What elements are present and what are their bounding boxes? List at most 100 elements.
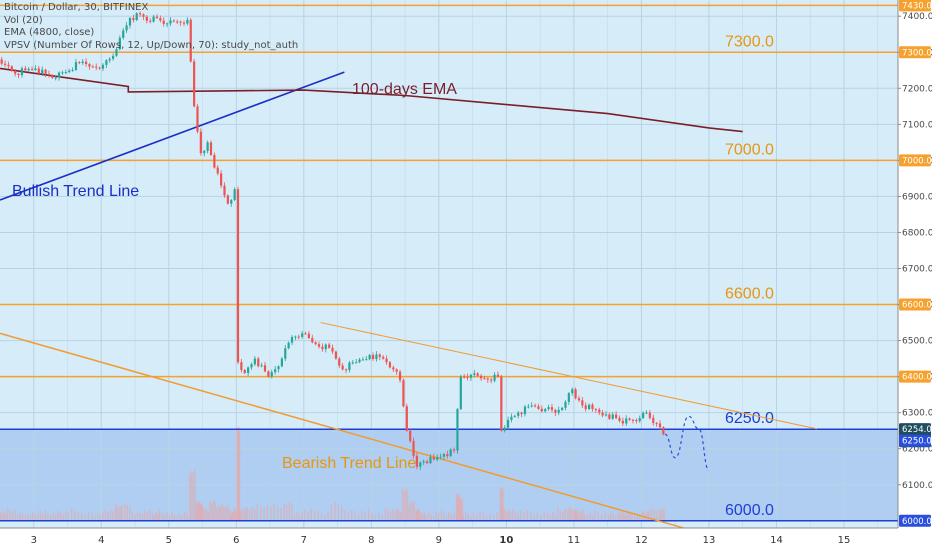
volume-bar — [661, 507, 664, 520]
candle-body — [17, 73, 20, 76]
volume-bar — [586, 515, 588, 520]
volume-bar — [288, 502, 291, 520]
volume-bar — [200, 506, 203, 520]
volume-bar — [384, 507, 387, 520]
volume-bar — [178, 513, 181, 520]
candle-body — [412, 440, 415, 456]
volume-bar — [455, 494, 458, 520]
candle-body — [432, 456, 435, 460]
volume-bar — [453, 511, 455, 520]
candle-body — [452, 449, 456, 451]
volume-bar — [194, 469, 196, 520]
candle-body — [537, 406, 540, 409]
volume-bar — [600, 514, 603, 520]
volume-bar — [659, 510, 662, 520]
volume-bar — [573, 509, 576, 520]
volume-bar — [411, 503, 414, 520]
volume-bar — [509, 512, 512, 520]
candle-body — [267, 371, 270, 377]
volume-bar — [327, 512, 329, 520]
candle-body — [574, 389, 577, 399]
candle-body — [503, 427, 506, 431]
candle-body — [554, 409, 557, 413]
candle-body — [463, 376, 466, 378]
candle-body — [44, 69, 47, 74]
support-badge-bg — [899, 514, 931, 527]
volume-bar — [562, 511, 564, 520]
volume-bar — [347, 512, 350, 520]
price-tick-label: 6100.0 — [902, 481, 932, 491]
volume-bar — [270, 507, 272, 520]
candle-body — [513, 415, 516, 417]
ema-line — [0, 67, 743, 133]
price-axis-background — [898, 0, 932, 550]
candle-body — [145, 16, 148, 21]
candle-body — [317, 344, 321, 347]
volume-bar — [118, 508, 120, 520]
volume-bar — [226, 505, 228, 520]
volume-bar — [334, 502, 336, 520]
candle-body — [206, 142, 209, 151]
volume-bar — [500, 490, 502, 520]
candle-body — [429, 456, 432, 464]
time-tick-label: 10 — [499, 535, 513, 546]
candle-body — [230, 200, 233, 204]
volume-bar — [39, 511, 42, 520]
volume-bar — [575, 508, 577, 520]
candle-body — [196, 106, 199, 132]
volume-bar — [432, 516, 435, 520]
volume-bar — [476, 514, 478, 520]
volume-bar — [11, 512, 14, 520]
candle-body — [51, 75, 54, 78]
candle-body — [250, 364, 253, 368]
support-label: 6000.0 — [725, 502, 774, 519]
candle-body — [486, 378, 489, 380]
level-badge-bg — [899, 0, 931, 12]
volume-bar — [367, 509, 370, 520]
volume-bar — [144, 510, 146, 520]
volume-bar — [582, 509, 584, 520]
candle-body — [284, 348, 287, 359]
candle-body — [166, 23, 169, 25]
volume-bar — [627, 514, 630, 520]
volume-bar — [354, 511, 356, 520]
volume-bar — [489, 513, 491, 520]
volume-bar — [417, 510, 420, 520]
volume-bar — [244, 507, 247, 520]
candle-body — [645, 412, 648, 414]
volume-bar — [243, 510, 245, 520]
volume-bar — [400, 511, 402, 520]
candle-body — [544, 409, 547, 412]
candle-body — [361, 359, 365, 361]
volume-bar — [293, 515, 296, 520]
candle-body — [78, 62, 81, 64]
volume-bar — [648, 510, 650, 520]
candle-body — [419, 462, 422, 467]
support-badge: 6000.0 — [902, 517, 932, 527]
volume-bar — [301, 511, 303, 520]
volume-bar — [205, 509, 208, 520]
volume-bar — [631, 514, 633, 520]
volume-bar — [27, 513, 29, 520]
candle-body — [395, 369, 398, 372]
level-label: 7000.0 — [725, 141, 774, 158]
volume-bar — [233, 507, 236, 520]
volume-bar — [479, 511, 481, 520]
candle-body — [125, 25, 128, 31]
candle-body — [608, 414, 611, 419]
volume-bar — [320, 513, 323, 520]
candle-body — [108, 58, 111, 61]
volume-bar — [554, 514, 556, 520]
volume-bar — [543, 511, 545, 520]
volume-bar — [624, 515, 626, 520]
volume-bar — [62, 514, 64, 520]
candle-body — [142, 14, 145, 17]
volume-bar — [291, 504, 293, 520]
volume-bar — [303, 509, 306, 520]
volume-bar — [251, 506, 253, 520]
bearish-trend-line — [0, 332, 710, 536]
volume-bar — [19, 511, 21, 520]
volume-bar — [470, 516, 472, 520]
volume-bar — [173, 514, 176, 520]
